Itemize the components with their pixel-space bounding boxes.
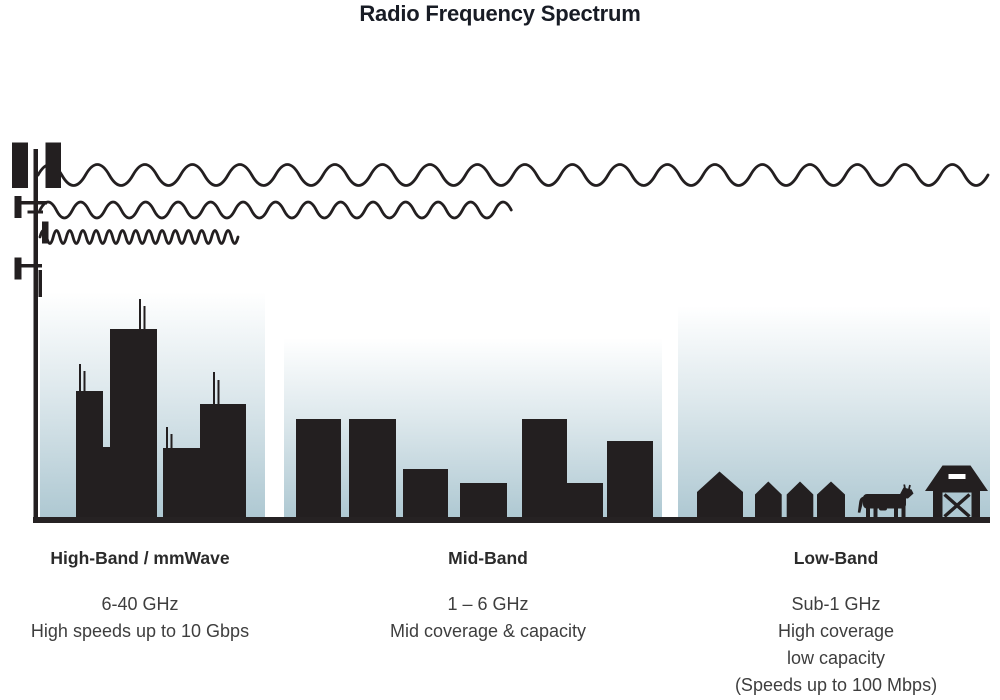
barn-icon xyxy=(925,465,988,518)
spectrum-scene xyxy=(12,142,990,523)
band-text: High coverage xyxy=(777,621,895,641)
building-icon xyxy=(403,469,448,518)
page-title: Radio Frequency Spectrum xyxy=(359,1,641,26)
band-text: 6-40 GHz xyxy=(101,594,179,614)
building-icon xyxy=(522,419,603,518)
band-title-mid: Mid-Band xyxy=(448,548,528,568)
band-text: 1 – 6 GHz xyxy=(447,594,529,614)
radio-waves xyxy=(36,163,990,245)
building-icon xyxy=(349,419,396,518)
house-icon xyxy=(697,471,743,518)
mid-band-skyline xyxy=(296,419,653,518)
cow-icon xyxy=(857,484,914,518)
high-band-wave-icon xyxy=(38,229,240,245)
ground-line xyxy=(33,517,990,523)
mid-band-label-group: Mid-Band 1 – 6 GHz Mid coverage & capaci… xyxy=(363,548,613,645)
rooftop-antennas xyxy=(79,299,220,449)
skyscraper-icon xyxy=(76,329,157,518)
low-band-scene xyxy=(697,465,988,518)
barn-vent xyxy=(948,474,966,479)
house-icon xyxy=(817,481,845,518)
house-icon xyxy=(786,481,814,518)
band-title-low: Low-Band xyxy=(793,548,879,568)
mid-band-wave-icon xyxy=(38,200,513,220)
band-text: (Speeds up to 100 Mbps) xyxy=(734,675,938,695)
band-title-high: High-Band / mmWave xyxy=(50,548,230,568)
cell-tower-icon xyxy=(12,142,61,518)
band-text: Sub-1 GHz xyxy=(791,594,881,614)
low-band-wave-icon xyxy=(36,163,990,187)
skyscraper-icon xyxy=(163,404,246,518)
building-icon xyxy=(607,441,653,518)
house-icon xyxy=(755,481,782,518)
building-icon xyxy=(296,419,341,518)
low-band-label-group: Low-Band Sub-1 GHz High coverage low cap… xyxy=(711,548,961,699)
band-text: High speeds up to 10 Gbps xyxy=(30,621,250,641)
band-text: Mid coverage & capacity xyxy=(389,621,587,641)
building-icon xyxy=(460,483,507,518)
high-band-skyline xyxy=(76,299,246,518)
band-text: low capacity xyxy=(786,648,886,668)
high-band-label-group: High-Band / mmWave 6-40 GHz High speeds … xyxy=(15,548,265,645)
